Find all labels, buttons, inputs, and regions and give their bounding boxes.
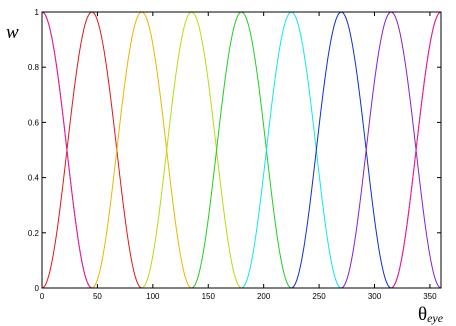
series-curve-0 (41, 11, 442, 289)
series-curve-4 (42, 11, 441, 289)
y-tick-label-0.4: 0.4 (28, 174, 40, 183)
x-tick-label-200: 200 (257, 292, 271, 301)
x-tick-label-150: 150 (202, 292, 216, 301)
series-curve-8 (41, 11, 442, 289)
y-tick-label-0: 0 (35, 284, 40, 293)
x-tick-label-0: 0 (40, 292, 45, 301)
x-tick-label-250: 250 (312, 292, 326, 301)
series-curve-2 (42, 11, 441, 289)
tick-group: 0 50 100 150 200 250 300 350 0 0.2 0.4 0.6 0.8 1 (28, 8, 441, 301)
y-axis-label: w (6, 22, 19, 43)
y-tick-label-0.6: 0.6 (28, 118, 40, 127)
series-curve-3 (42, 11, 441, 289)
curve-group (41, 11, 442, 289)
x-tick-label-300: 300 (368, 292, 382, 301)
series-curve-1 (41, 11, 441, 289)
series-curve-7 (42, 11, 442, 289)
x-tick-label-50: 50 (93, 292, 102, 301)
plot-frame (41, 11, 442, 289)
y-tick-label-1: 1 (35, 8, 40, 17)
series-curve-6 (42, 11, 441, 289)
x-tick-label-100: 100 (146, 292, 160, 301)
y-tick-label-0.8: 0.8 (28, 63, 40, 72)
x-axis-label: θeye (418, 304, 444, 325)
series-curve-5 (42, 11, 441, 289)
x-tick-label-350: 350 (423, 292, 437, 301)
y-tick-label-0.2: 0.2 (28, 229, 40, 238)
